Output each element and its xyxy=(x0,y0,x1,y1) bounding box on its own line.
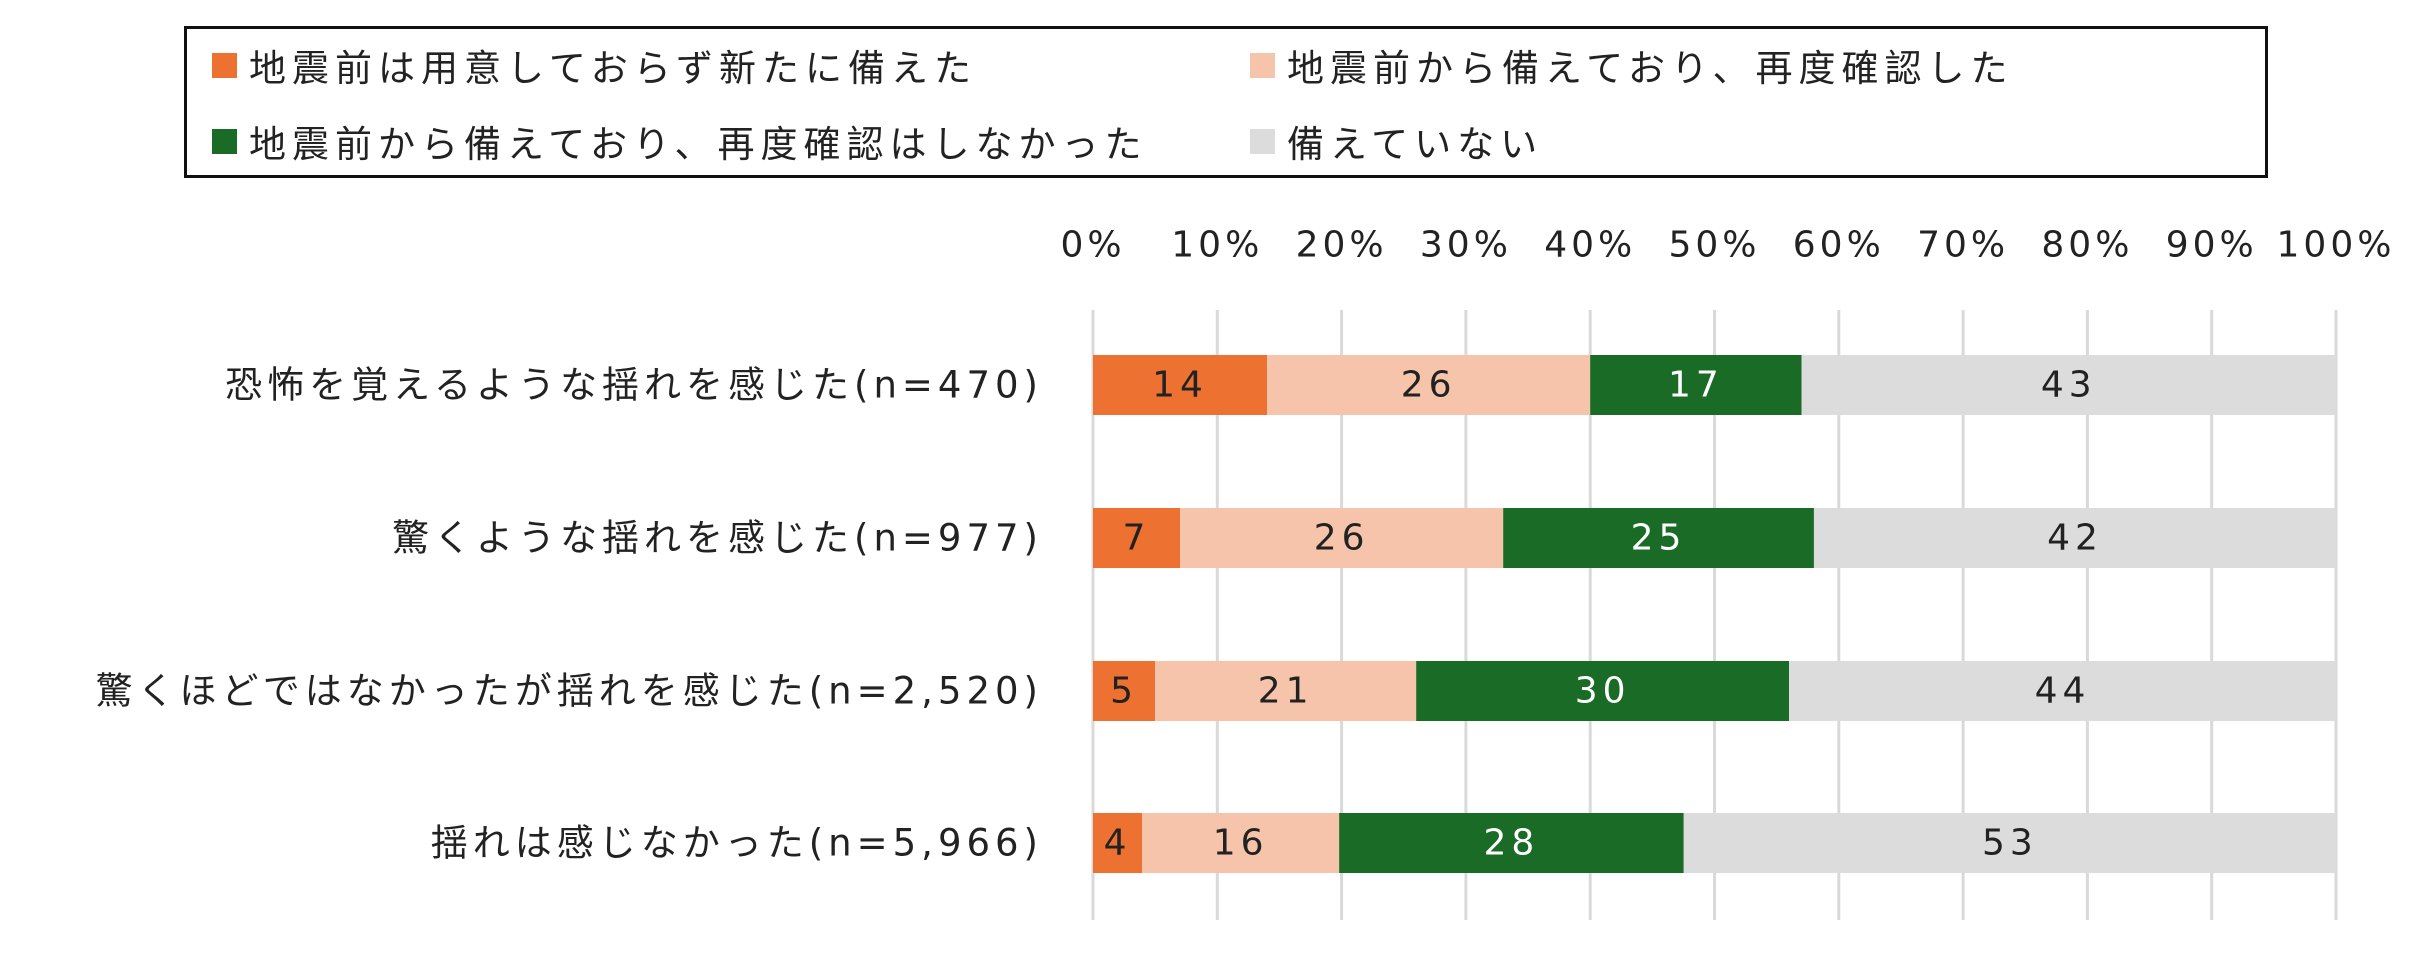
data-label: 42 xyxy=(2047,518,2103,559)
legend-label: 地震前は用意しておらず新たに備えた xyxy=(249,47,978,90)
bar-segment xyxy=(1503,508,1814,568)
bar-segment xyxy=(1813,508,2336,568)
bar-segment xyxy=(1801,355,2336,415)
legend-label: 地震前から備えており、再度確認はしなかった xyxy=(249,123,1148,166)
bar-segment xyxy=(1093,661,1156,721)
bar-segment xyxy=(1416,661,1790,721)
bar-segment xyxy=(1155,661,1417,721)
bar-segment xyxy=(1093,355,1268,415)
bar-segment xyxy=(1683,813,2336,873)
legend-label: 備えていない xyxy=(1287,123,1544,166)
legend-item: 地震前は用意しておらず新たに備えた xyxy=(212,35,977,95)
bar-segment xyxy=(1339,813,1684,873)
data-label: 5 xyxy=(1110,671,1138,712)
category-label: 揺れは感じなかった(n=5,966) xyxy=(431,822,1043,865)
data-label: 16 xyxy=(1213,823,1269,864)
data-label: 14 xyxy=(1152,365,1208,406)
legend-item: 地震前から備えており、再度確認した xyxy=(1250,35,2014,95)
x-tick-label: 10% xyxy=(1171,225,1263,266)
data-label: 25 xyxy=(1631,518,1687,559)
legend-swatch xyxy=(212,52,237,78)
x-tick-label: 60% xyxy=(1793,225,1885,266)
category-label: 驚くほどではなかったが揺れを感じた(n=2,520) xyxy=(95,670,1043,713)
data-label: 7 xyxy=(1123,518,1151,559)
bar-segment xyxy=(1789,661,2336,721)
x-tick-label: 20% xyxy=(1296,225,1388,266)
legend-item: 備えていない xyxy=(1250,111,1543,171)
legend-label: 地震前から備えており、再度確認した xyxy=(1287,47,2014,90)
x-tick-label: 50% xyxy=(1668,225,1760,266)
data-label: 17 xyxy=(1668,365,1724,406)
x-tick-label: 0% xyxy=(1060,225,1125,266)
legend: 地震前は用意しておらず新たに備えた 地震前から備えており、再度確認した 地震前か… xyxy=(184,26,2268,178)
bar-segment xyxy=(1267,355,1591,415)
bar-segment xyxy=(1142,813,1340,873)
data-label: 26 xyxy=(1401,365,1457,406)
data-label: 4 xyxy=(1104,823,1132,864)
category-label: 恐怖を覚えるような揺れを感じた(n=470) xyxy=(225,364,1043,407)
data-label: 53 xyxy=(1982,823,2038,864)
category-label: 驚くような揺れを感じた(n=977) xyxy=(392,517,1043,560)
x-tick-label: 80% xyxy=(2041,225,2133,266)
legend-swatch xyxy=(1250,128,1275,154)
x-tick-label: 90% xyxy=(2166,225,2258,266)
data-label: 21 xyxy=(1258,671,1314,712)
data-label: 26 xyxy=(1314,518,1370,559)
data-label: 44 xyxy=(2035,671,2091,712)
x-tick-label: 40% xyxy=(1544,225,1636,266)
data-label: 43 xyxy=(2041,365,2097,406)
bar-segment xyxy=(1093,813,1143,873)
x-tick-label: 30% xyxy=(1420,225,1512,266)
bar-segment xyxy=(1180,508,1504,568)
data-label: 30 xyxy=(1575,671,1631,712)
data-label: 28 xyxy=(1484,823,1540,864)
legend-item: 地震前から備えており、再度確認はしなかった xyxy=(212,111,1148,171)
legend-swatch xyxy=(212,128,237,154)
bar-segment xyxy=(1093,508,1181,568)
bar-segment xyxy=(1590,355,1802,415)
x-tick-label: 70% xyxy=(1917,225,2009,266)
legend-swatch xyxy=(1250,52,1275,78)
x-tick-label: 100% xyxy=(2277,225,2396,266)
